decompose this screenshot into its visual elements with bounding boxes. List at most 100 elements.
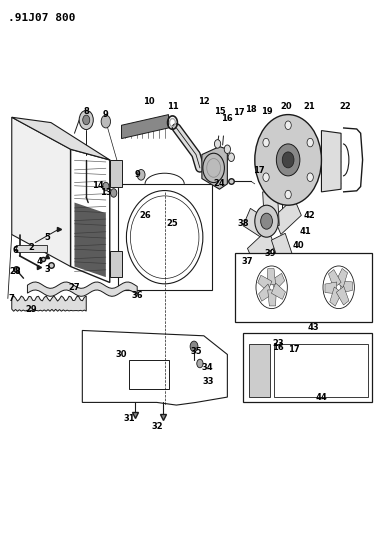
Text: 23: 23 — [272, 340, 284, 348]
Text: 11: 11 — [167, 102, 178, 111]
Text: 28: 28 — [10, 268, 22, 276]
Text: 41: 41 — [300, 228, 312, 236]
Text: 43: 43 — [308, 324, 319, 332]
Circle shape — [137, 169, 145, 180]
Circle shape — [197, 359, 203, 368]
Polygon shape — [259, 284, 272, 301]
Text: 16: 16 — [221, 114, 233, 123]
Text: 15: 15 — [214, 108, 225, 116]
Bar — [243, 333, 372, 402]
Polygon shape — [12, 117, 71, 266]
Circle shape — [79, 110, 93, 130]
Circle shape — [285, 190, 291, 199]
Text: 19: 19 — [261, 108, 272, 116]
Polygon shape — [202, 147, 227, 189]
Text: 30: 30 — [116, 350, 127, 359]
Text: 39: 39 — [265, 249, 276, 257]
Polygon shape — [271, 283, 285, 300]
Text: 17: 17 — [288, 345, 300, 353]
Circle shape — [282, 152, 294, 168]
Text: 24: 24 — [214, 180, 225, 188]
Circle shape — [285, 121, 291, 130]
Bar — [110, 160, 122, 187]
Polygon shape — [263, 192, 279, 225]
Circle shape — [263, 139, 269, 147]
Text: 9: 9 — [134, 171, 140, 179]
Circle shape — [83, 115, 90, 125]
Circle shape — [103, 182, 109, 191]
Text: 40: 40 — [292, 241, 304, 249]
Text: 32: 32 — [151, 422, 163, 431]
Polygon shape — [258, 275, 272, 292]
Text: 20: 20 — [280, 102, 292, 111]
Bar — [274, 344, 368, 397]
Polygon shape — [12, 117, 110, 160]
Text: 5: 5 — [44, 233, 50, 241]
Circle shape — [224, 145, 230, 154]
Circle shape — [111, 189, 117, 197]
Circle shape — [190, 341, 198, 352]
Text: 26: 26 — [139, 212, 151, 220]
Text: 6: 6 — [13, 246, 18, 255]
Polygon shape — [243, 208, 273, 240]
Circle shape — [263, 173, 269, 181]
Text: 27: 27 — [69, 284, 80, 292]
Text: 8: 8 — [83, 108, 89, 116]
Polygon shape — [74, 203, 106, 277]
Polygon shape — [336, 286, 349, 305]
Text: 44: 44 — [316, 393, 327, 401]
Polygon shape — [274, 198, 301, 235]
Circle shape — [307, 139, 313, 147]
Polygon shape — [328, 270, 341, 288]
Polygon shape — [271, 273, 285, 290]
Text: 2: 2 — [29, 244, 34, 252]
Bar — [235, 253, 372, 322]
Text: 31: 31 — [123, 414, 135, 423]
Text: 18: 18 — [245, 105, 257, 114]
Circle shape — [228, 153, 234, 161]
Text: 42: 42 — [304, 212, 316, 220]
Text: 35: 35 — [190, 348, 202, 356]
Polygon shape — [325, 282, 337, 294]
Circle shape — [255, 205, 278, 237]
Text: 3: 3 — [44, 265, 50, 273]
Text: 38: 38 — [237, 220, 249, 228]
Circle shape — [276, 144, 300, 176]
Circle shape — [255, 115, 321, 205]
Polygon shape — [247, 229, 275, 265]
Text: 17: 17 — [233, 109, 245, 117]
Polygon shape — [268, 290, 276, 306]
Polygon shape — [122, 115, 169, 139]
Polygon shape — [27, 282, 137, 296]
Bar — [16, 245, 47, 252]
Polygon shape — [341, 281, 352, 293]
Text: 21: 21 — [304, 102, 316, 111]
Text: 17: 17 — [253, 166, 265, 175]
Text: 33: 33 — [202, 377, 214, 385]
Text: .91J07 800: .91J07 800 — [8, 13, 75, 23]
Text: 37: 37 — [241, 257, 253, 265]
Bar — [249, 344, 270, 397]
Circle shape — [214, 140, 221, 148]
Polygon shape — [271, 233, 296, 271]
Text: 36: 36 — [131, 292, 143, 300]
Bar — [129, 360, 169, 389]
Text: 25: 25 — [167, 220, 178, 228]
Text: 34: 34 — [202, 364, 214, 372]
Polygon shape — [330, 287, 342, 306]
Circle shape — [101, 115, 111, 128]
Polygon shape — [336, 269, 348, 288]
Circle shape — [261, 213, 272, 229]
Polygon shape — [321, 131, 341, 192]
Text: 9: 9 — [103, 110, 109, 119]
Text: 10: 10 — [143, 97, 155, 106]
Text: 16: 16 — [272, 343, 284, 352]
Text: 7: 7 — [9, 294, 15, 303]
Text: 14: 14 — [92, 181, 104, 190]
Bar — [118, 184, 212, 290]
Text: 22: 22 — [339, 102, 351, 111]
Text: 12: 12 — [198, 97, 210, 106]
Bar — [110, 251, 122, 277]
Text: 13: 13 — [100, 189, 112, 197]
Polygon shape — [12, 296, 86, 311]
